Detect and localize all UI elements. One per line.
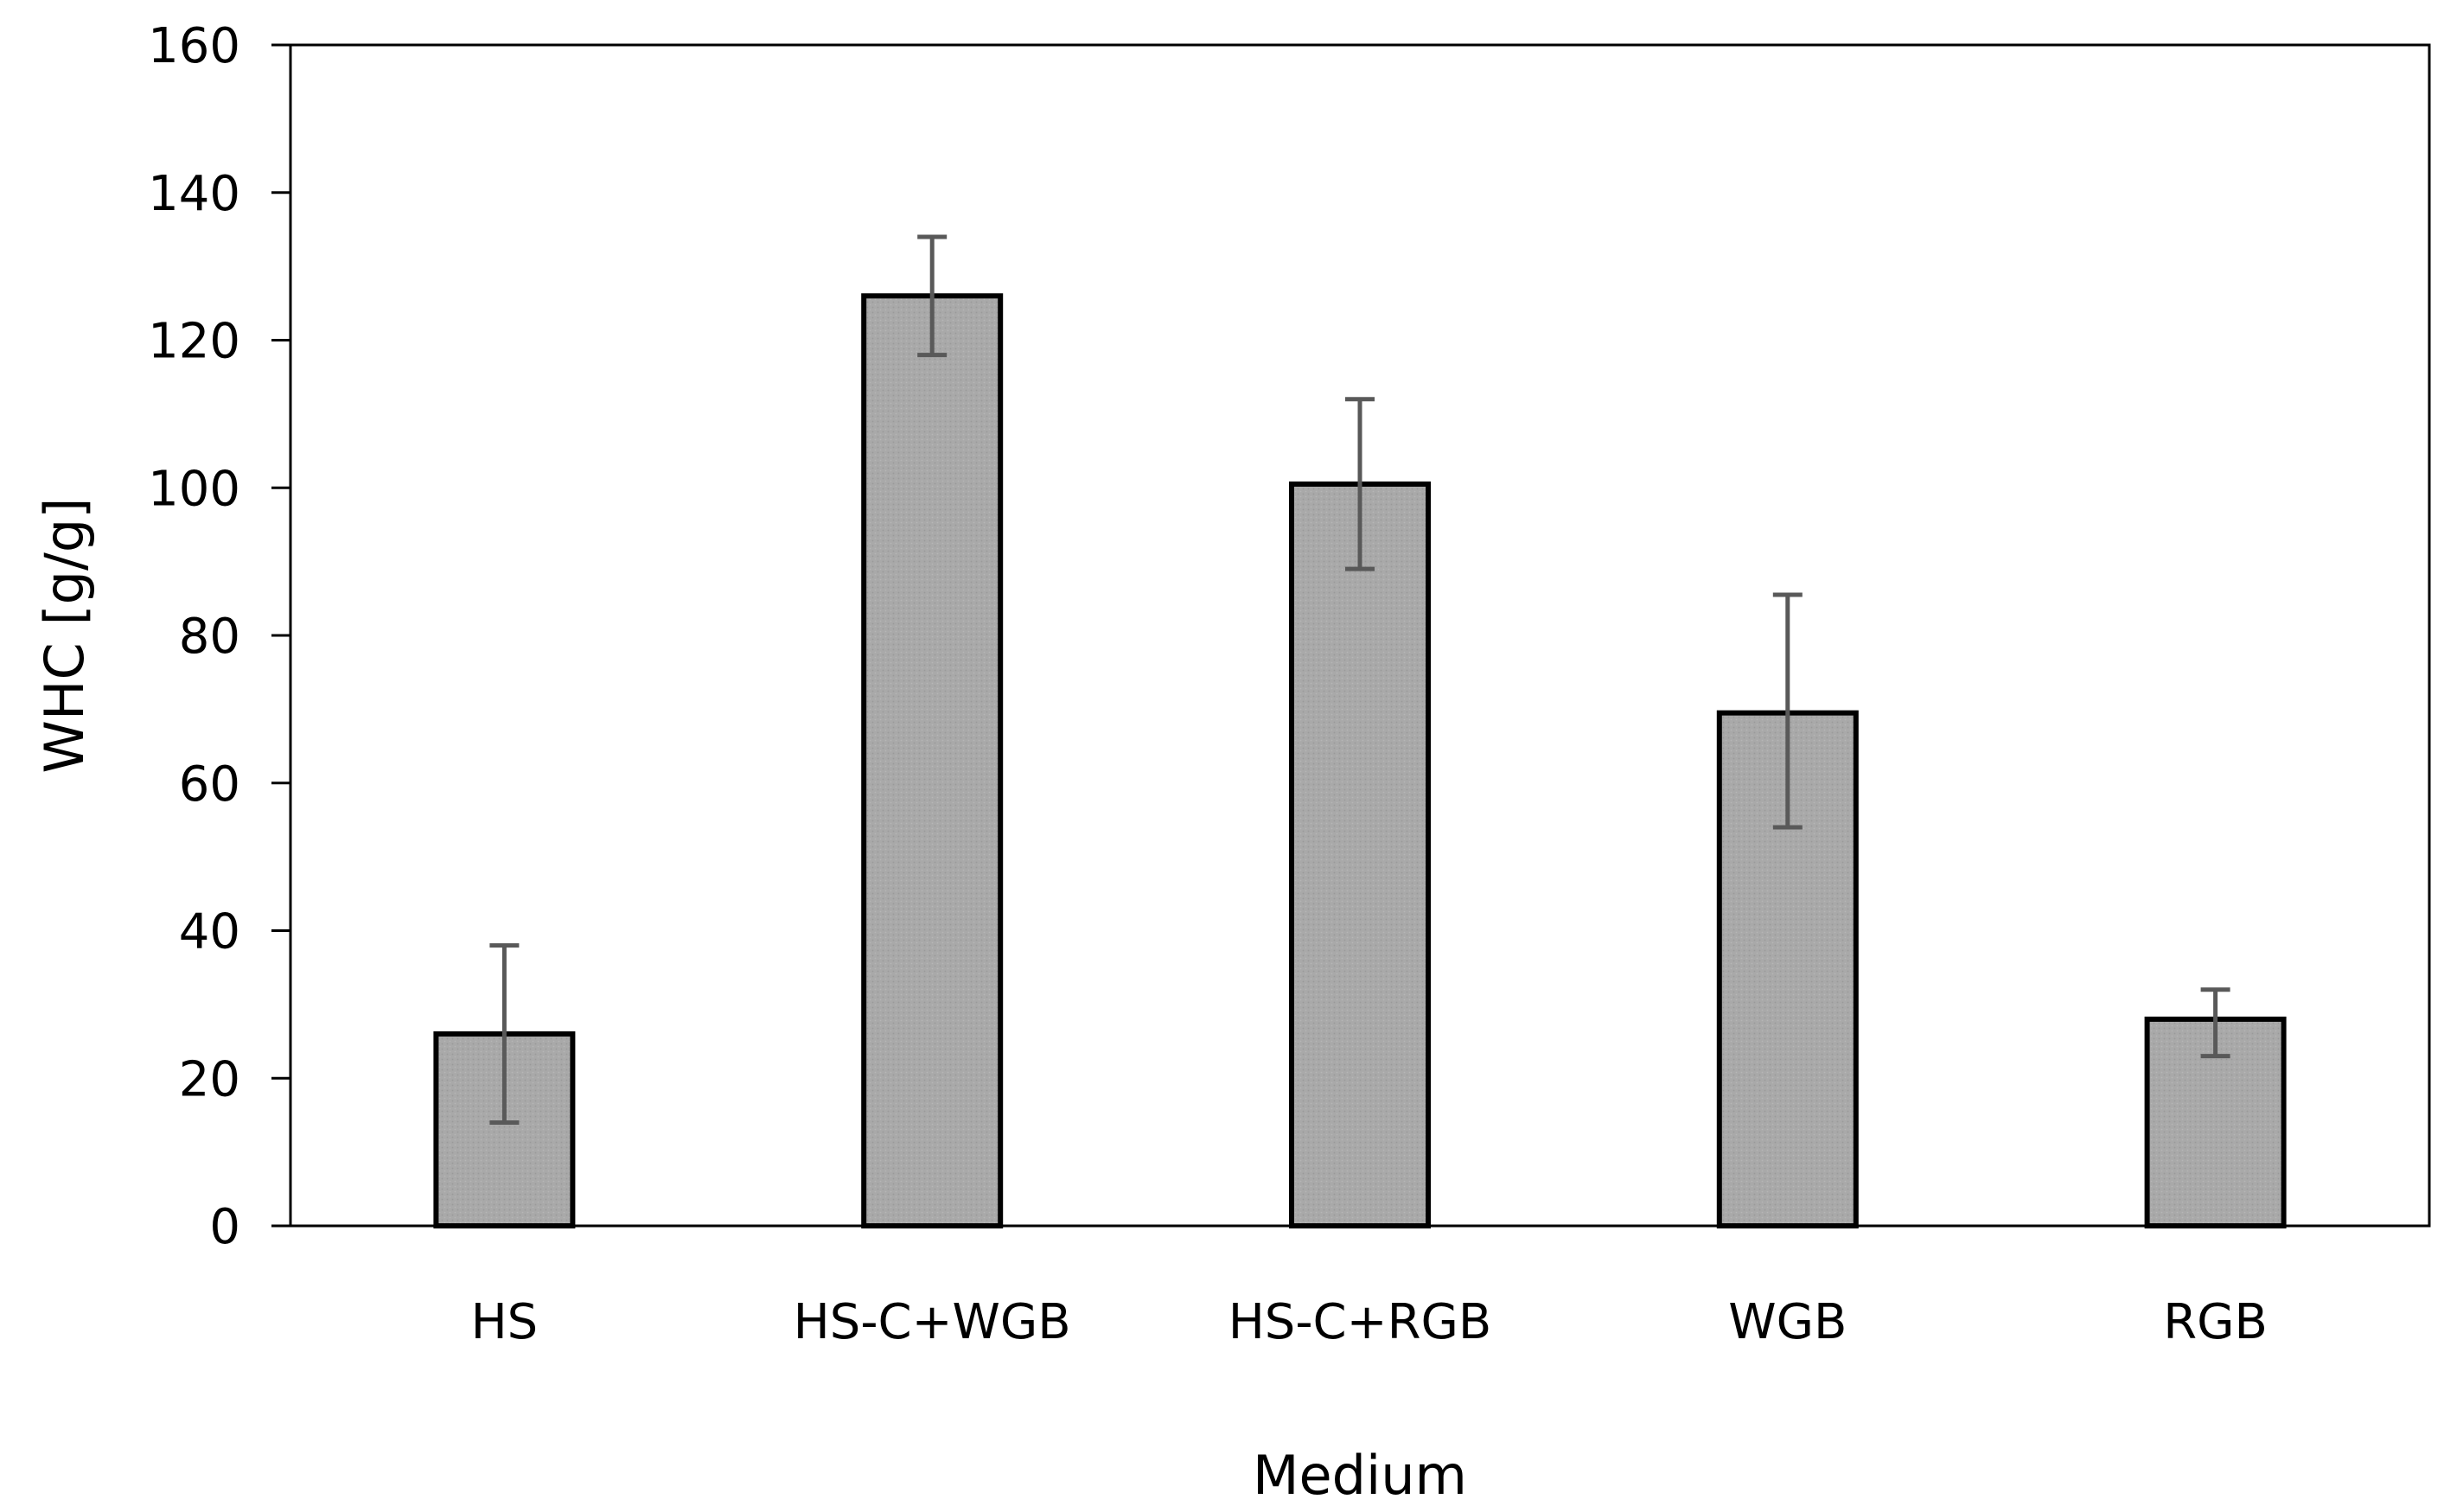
y-tick-label: 100 [148, 461, 240, 517]
x-tick-label: HS-C+WGB [794, 1294, 1071, 1350]
y-axis-title: WHC [g/g] [33, 498, 96, 774]
x-axis-tick-labels: HS HS-C+WGB HS-C+RGB WGB RGB [471, 1294, 2268, 1350]
y-tick-label: 60 [179, 756, 240, 813]
y-tick-label: 120 [148, 314, 240, 370]
y-tick-label: 0 [209, 1199, 240, 1255]
error-bars [489, 234, 2230, 1125]
y-axis-ticks: 0 20 40 60 80 100 120 140 160 [148, 18, 290, 1255]
y-tick-label: 160 [148, 18, 240, 74]
bar-hs-c-wgb [861, 293, 1004, 1228]
x-tick-label: WGB [1728, 1294, 1847, 1350]
x-axis-title: Medium [1253, 1444, 1467, 1507]
y-tick-label: 140 [148, 166, 240, 222]
x-tick-label: HS-C+RGB [1228, 1294, 1492, 1350]
y-tick-label: 40 [179, 904, 240, 960]
bar-hs-c-rgb [1289, 481, 1431, 1228]
x-tick-label: HS [471, 1294, 539, 1350]
x-tick-label: RGB [2163, 1294, 2268, 1350]
y-tick-label: 20 [179, 1051, 240, 1107]
y-tick-label: 80 [179, 609, 240, 665]
